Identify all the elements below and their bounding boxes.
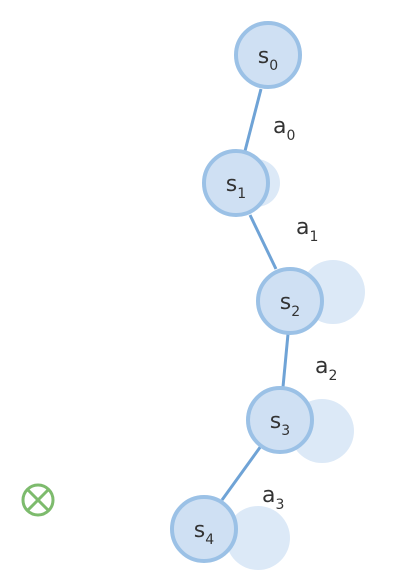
ghost-circle-s4 [226, 506, 290, 570]
state-subscript-s4: 4 [205, 532, 214, 548]
state-subscript-s1: 1 [237, 186, 246, 202]
state-subscript-s0: 0 [269, 58, 278, 74]
state-node-s2: s2 [256, 267, 324, 335]
action-label-a1: a1 [296, 215, 318, 245]
action-label-a0: a0 [273, 114, 295, 144]
svg-text:s3: s3 [270, 409, 290, 439]
state-label-s0: s [258, 44, 269, 69]
svg-text:s4: s4 [194, 518, 214, 548]
state-subscript-s3: 3 [281, 423, 290, 439]
state-label-s4: s [194, 518, 205, 543]
edge-s3-s4 [220, 445, 263, 501]
svg-text:s1: s1 [226, 172, 246, 202]
edge-s2-s3 [281, 333, 290, 388]
svg-text:s0: s0 [258, 44, 278, 74]
state-subscript-s2: 2 [291, 304, 300, 320]
svg-text:s2: s2 [280, 290, 300, 320]
state-node-s3: s3 [246, 386, 314, 454]
state-label-s2: s [280, 290, 291, 315]
state-node-s1: s1 [202, 149, 270, 217]
action-label-a2: a2 [315, 354, 337, 384]
circle-x-icon [21, 483, 55, 517]
state-node-s0: s0 [234, 21, 302, 89]
state-label-s3: s [270, 409, 281, 434]
state-node-s4: s4 [170, 495, 238, 563]
action-label-a3: a3 [262, 483, 284, 513]
edge-s0-s1 [243, 88, 263, 152]
state-label-s1: s [226, 172, 237, 197]
edge-s1-s2 [248, 214, 278, 270]
